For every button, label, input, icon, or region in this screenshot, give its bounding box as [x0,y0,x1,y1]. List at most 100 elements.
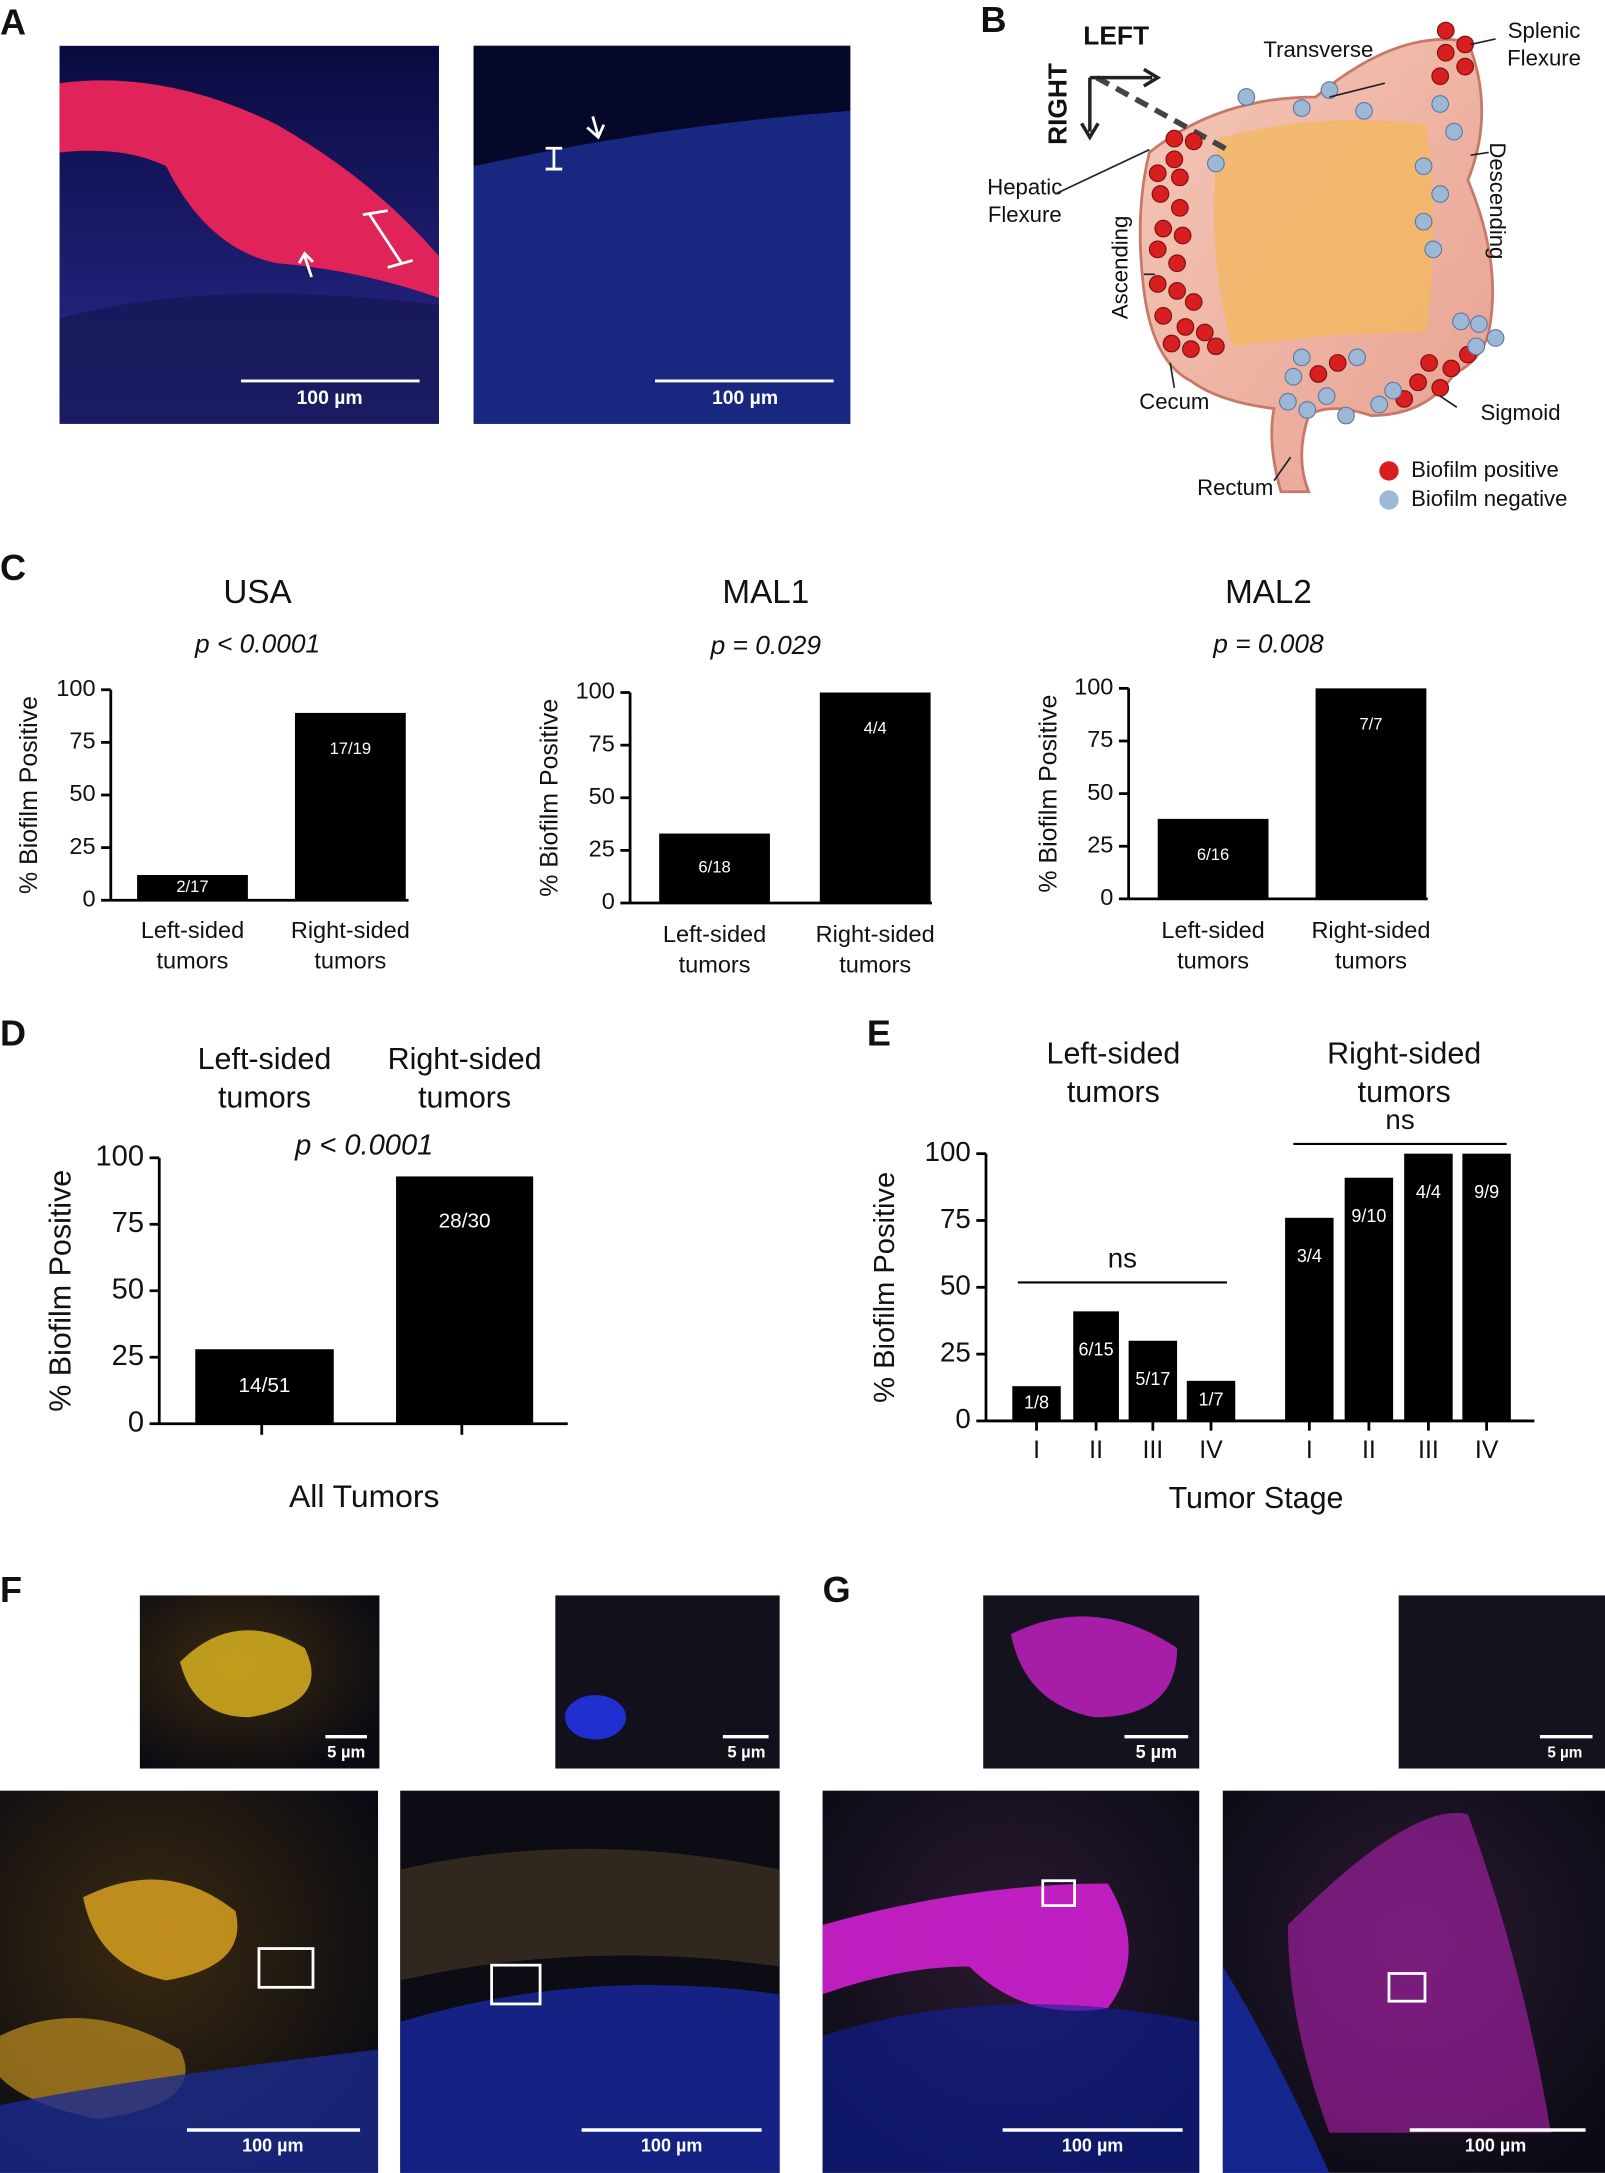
scale-bar-label: 5 µm [1136,1742,1177,1762]
dot-negative [1355,102,1373,120]
diagram-label: Descending [1485,142,1510,259]
y-tick-label: 0 [128,1406,144,1438]
leader-line [1054,148,1150,195]
y-tick-label: 50 [112,1273,144,1305]
value-label: 1/7 [1199,1390,1224,1410]
y-tick-label: 100 [576,678,615,704]
value-label: 5/17 [1135,1369,1170,1389]
panel-label: B [980,0,1006,40]
value-label: 2/17 [176,877,208,896]
y-tick-label: 100 [56,675,95,701]
group-label: Left-sided tumors [1047,1036,1181,1109]
chart-title: MAL2 [1225,574,1312,611]
dot-positive [1154,306,1173,325]
dot-positive [1168,282,1186,300]
bar [1128,1340,1178,1421]
y-axis-label: % Biofilm Positive [1034,695,1062,893]
significance-label: ns [1108,1243,1137,1274]
dot-positive [1165,129,1184,148]
value-label: 9/10 [1351,1206,1386,1226]
dot-positive [1431,67,1450,86]
bar [1073,1311,1119,1421]
y-tick-label: 75 [1087,726,1113,752]
dot-positive [1148,164,1167,183]
y-tick-label: 25 [589,836,615,862]
bar [659,833,770,904]
scale-bar-label: 100 µm [1465,2135,1526,2155]
diagram-label: Ascending [1108,216,1133,319]
x-tick-label: IV [1199,1436,1223,1464]
scale-bar-label: 5 µm [1547,1744,1582,1761]
dot-negative [1431,95,1450,113]
x-tick-label: Right-sided tumors [816,921,935,977]
dot-positive [1176,318,1195,336]
diagram-label: LEFT [1083,20,1149,50]
scale-bar-label: 100 µm [641,2135,702,2155]
value-label: 17/19 [330,739,372,758]
value-label: 6/15 [1079,1340,1114,1360]
y-tick-label: 0 [602,888,615,914]
dot-positive [1151,185,1170,203]
y-tick-label: 25 [112,1340,144,1372]
dot-negative [1470,315,1488,334]
value-label: 4/4 [864,718,887,737]
diagram-label: Sigmoid [1481,400,1561,425]
diagram-label: Splenic Flexure [1507,18,1581,71]
leader-line [1470,38,1496,46]
y-tick-label: 0 [1100,884,1113,910]
bar [819,692,931,904]
x-tick-label: II [1089,1436,1103,1464]
dot-positive [1173,226,1192,245]
diagram-label: Transverse [1263,37,1373,62]
leader-line [1470,151,1489,157]
y-tick-label: 75 [69,728,95,754]
dot-positive [1328,354,1347,372]
bar [195,1349,334,1424]
value-label: 14/51 [239,1374,291,1397]
dot-positive [1154,219,1173,238]
y-tick-label: 50 [940,1270,971,1301]
leader-line [1329,82,1386,98]
x-tick-label: IV [1475,1436,1499,1464]
leader-line [1273,456,1292,482]
dot-negative [1414,212,1433,231]
value-label: 6/16 [1197,845,1229,864]
dot-negative [1237,88,1256,106]
legend-swatch [1379,461,1399,481]
dot-positive [1148,240,1167,259]
category-label: Right-sided tumors [388,1042,542,1115]
colon-diagram [1080,38,1494,494]
dot-negative [1348,348,1366,367]
panel-label: G [823,1569,851,1610]
panel-label: C [0,547,26,588]
dot-negative [1292,348,1311,367]
micrographs-fg [0,1595,1605,2173]
y-axis-label: % Biofilm Positive [869,1172,901,1403]
dot-positive [1436,43,1455,62]
bar [1404,1153,1453,1421]
significance-label: ns [1385,1104,1414,1135]
p-value: p < 0.0001 [294,1129,433,1161]
group-label: Right-sided tumors [1327,1036,1481,1109]
bar [1012,1386,1061,1421]
x-tick-label: I [1033,1436,1040,1464]
dot-positive [1436,21,1455,40]
value-label: 4/4 [1416,1182,1441,1202]
scale-bar-label: 100 µm [712,387,778,409]
dot-negative [1384,381,1402,400]
dot-positive [1420,354,1438,372]
dot-positive [1165,150,1184,169]
value-label: 9/9 [1474,1182,1499,1202]
value-label: 7/7 [1359,714,1382,733]
dot-positive [1168,254,1186,273]
leader-line [1169,362,1176,388]
dot-negative [1292,99,1311,117]
y-tick-label: 50 [1087,779,1113,805]
dot-negative [1431,185,1450,203]
x-tick-label: Right-sided tumors [291,917,410,973]
x-tick-label: III [1142,1436,1163,1464]
x-tick-label: Left-sided tumors [663,921,766,977]
leader-line [1439,395,1458,408]
x-tick-label: Left-sided tumors [141,917,244,973]
bar [396,1176,534,1424]
